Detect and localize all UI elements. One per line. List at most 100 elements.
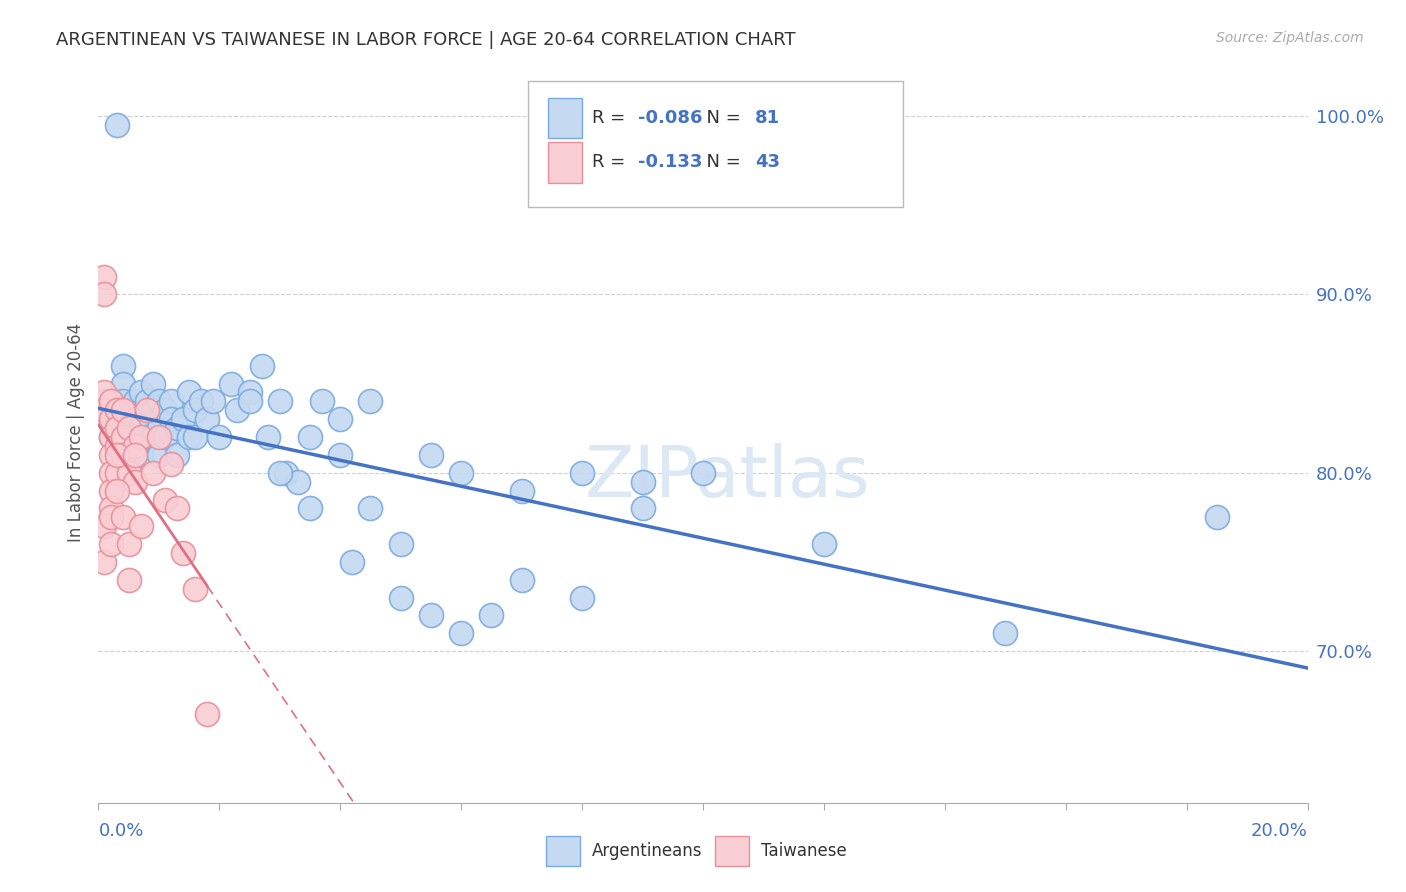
Point	[129, 448, 152, 462]
Point	[100, 430, 122, 444]
Point	[93, 403, 115, 417]
Point	[111, 394, 134, 409]
Point	[111, 359, 134, 373]
Point	[287, 475, 309, 489]
Point	[239, 385, 262, 400]
Point	[124, 475, 146, 489]
Point	[135, 430, 157, 444]
Point	[105, 448, 128, 462]
Point	[269, 394, 291, 409]
Point	[692, 466, 714, 480]
Y-axis label: In Labor Force | Age 20-64: In Labor Force | Age 20-64	[66, 323, 84, 542]
Point	[190, 394, 212, 409]
FancyBboxPatch shape	[527, 81, 903, 207]
Point	[184, 430, 207, 444]
Point	[510, 483, 533, 498]
Point	[1206, 510, 1229, 524]
Point	[105, 466, 128, 480]
Point	[360, 501, 382, 516]
Point	[202, 394, 225, 409]
Point	[142, 430, 165, 444]
Point	[124, 439, 146, 453]
Text: 81: 81	[755, 109, 780, 127]
Point	[142, 403, 165, 417]
FancyBboxPatch shape	[548, 97, 582, 138]
Point	[100, 466, 122, 480]
Point	[166, 501, 188, 516]
Text: N =: N =	[695, 109, 747, 127]
Point	[631, 475, 654, 489]
Point	[93, 385, 115, 400]
Point	[124, 448, 146, 462]
Point	[105, 483, 128, 498]
Point	[571, 466, 593, 480]
Point	[813, 537, 835, 551]
Point	[118, 466, 141, 480]
FancyBboxPatch shape	[716, 836, 749, 866]
Point	[105, 439, 128, 453]
Point	[118, 430, 141, 444]
Point	[118, 421, 141, 435]
Point	[93, 555, 115, 569]
Point	[129, 385, 152, 400]
Point	[389, 591, 412, 605]
Text: R =: R =	[592, 153, 631, 171]
Point	[184, 403, 207, 417]
Point	[118, 403, 141, 417]
Point	[105, 403, 128, 417]
Point	[100, 394, 122, 409]
Text: -0.133: -0.133	[638, 153, 702, 171]
Text: N =: N =	[695, 153, 747, 171]
Text: 20.0%: 20.0%	[1251, 822, 1308, 840]
Point	[142, 466, 165, 480]
Point	[153, 492, 176, 507]
Point	[329, 412, 352, 426]
Text: Source: ZipAtlas.com: Source: ZipAtlas.com	[1216, 31, 1364, 45]
Point	[111, 421, 134, 435]
Point	[100, 412, 122, 426]
Point	[299, 430, 322, 444]
Point	[148, 421, 170, 435]
Point	[195, 412, 218, 426]
Text: Argentineans: Argentineans	[592, 842, 702, 860]
Point	[105, 394, 128, 409]
Point	[111, 430, 134, 444]
Point	[124, 412, 146, 426]
Point	[100, 412, 122, 426]
FancyBboxPatch shape	[546, 836, 579, 866]
Point	[481, 608, 503, 623]
Point	[311, 394, 333, 409]
Point	[135, 403, 157, 417]
Point	[124, 448, 146, 462]
Point	[389, 537, 412, 551]
Point	[226, 403, 249, 417]
Point	[148, 430, 170, 444]
Point	[111, 376, 134, 391]
Point	[118, 573, 141, 587]
Text: Taiwanese: Taiwanese	[761, 842, 846, 860]
Point	[184, 582, 207, 596]
Point	[142, 376, 165, 391]
Point	[256, 430, 278, 444]
Text: 0.0%: 0.0%	[98, 822, 143, 840]
Text: 43: 43	[755, 153, 780, 171]
Point	[631, 501, 654, 516]
Point	[129, 430, 152, 444]
Point	[148, 448, 170, 462]
Point	[179, 430, 201, 444]
Point	[274, 466, 297, 480]
Text: ZIPatlas: ZIPatlas	[585, 442, 870, 511]
Point	[124, 430, 146, 444]
Point	[100, 483, 122, 498]
Point	[510, 573, 533, 587]
Point	[172, 412, 194, 426]
Point	[153, 403, 176, 417]
Point	[148, 394, 170, 409]
Point	[118, 448, 141, 462]
Point	[100, 501, 122, 516]
Point	[179, 385, 201, 400]
Point	[93, 269, 115, 284]
Point	[129, 519, 152, 533]
Point	[129, 421, 152, 435]
Text: -0.086: -0.086	[638, 109, 702, 127]
